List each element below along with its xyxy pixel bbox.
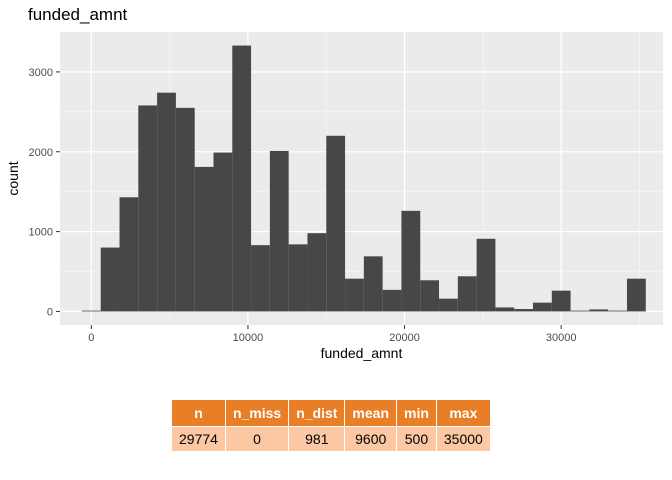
y-axis-label: count xyxy=(5,161,21,195)
histogram-bars xyxy=(81,45,646,312)
histogram-bar xyxy=(363,256,383,312)
value-mean: 9600 xyxy=(344,426,397,452)
histogram-bar xyxy=(401,210,421,312)
histogram-bar xyxy=(551,290,571,312)
histogram-bar xyxy=(175,107,195,312)
histogram-bar xyxy=(457,276,477,312)
summary-header-row: n n_miss n_dist mean min max xyxy=(171,399,491,427)
x-tick-label: 30000 xyxy=(546,332,577,344)
histogram-bar xyxy=(514,309,534,312)
histogram-bar xyxy=(100,247,120,312)
histogram-bar xyxy=(213,152,233,312)
y-tick-label: 3000 xyxy=(29,67,53,79)
value-n-dist: 981 xyxy=(288,426,346,452)
header-n: n xyxy=(171,399,226,427)
histogram-bar xyxy=(81,310,101,312)
histogram-bar xyxy=(157,92,176,312)
histogram-bar xyxy=(288,244,308,312)
value-max: 35000 xyxy=(435,426,491,452)
histogram-bar xyxy=(326,135,346,312)
header-max: max xyxy=(435,399,491,427)
header-n-miss: n_miss xyxy=(224,399,290,427)
histogram-bar xyxy=(476,238,496,312)
y-tick-label: 0 xyxy=(47,306,53,318)
histogram-bar xyxy=(194,166,214,312)
header-mean: mean xyxy=(344,399,397,427)
x-tick-label: 0 xyxy=(88,332,94,344)
histogram-bar xyxy=(626,278,646,312)
histogram-bar xyxy=(138,105,158,312)
summary-value-row: 29774 0 981 9600 500 35000 xyxy=(171,426,491,452)
histogram-bar xyxy=(495,307,515,312)
value-min: 500 xyxy=(396,426,437,452)
histogram-bar xyxy=(269,150,289,312)
histogram-bar xyxy=(533,302,552,312)
histogram-bar xyxy=(307,233,327,312)
histogram-chart: 0 10000 20000 30000 0 1000 2000 3000 funded_am… xyxy=(5,32,663,361)
header-min: min xyxy=(396,399,437,427)
y-tick-label: 2000 xyxy=(29,147,53,159)
x-tick-label: 20000 xyxy=(389,332,420,344)
histogram-bar xyxy=(345,278,364,312)
histogram-bar xyxy=(439,298,458,312)
chart-title: funded_amnt xyxy=(28,5,128,24)
y-tick-label: 1000 xyxy=(29,227,53,239)
histogram-bar xyxy=(382,289,402,312)
x-axis-label: funded_amnt xyxy=(321,345,403,361)
histogram-bar xyxy=(251,245,270,312)
y-axis: 0 1000 2000 3000 xyxy=(29,67,60,318)
header-n-dist: n_dist xyxy=(288,399,346,427)
histogram-bar xyxy=(119,197,139,312)
histogram-bar xyxy=(420,280,440,312)
x-tick-label: 10000 xyxy=(233,332,264,344)
value-n-miss: 0 xyxy=(224,426,290,452)
histogram-bar xyxy=(232,45,252,312)
value-n: 29774 xyxy=(171,426,226,452)
histogram-bar xyxy=(570,310,590,312)
summary-table: n n_miss n_dist mean min max 29774 0 981… xyxy=(171,399,491,452)
histogram-bar xyxy=(589,309,609,312)
histogram-bar xyxy=(608,310,627,312)
x-axis: 0 10000 20000 30000 xyxy=(88,325,576,344)
